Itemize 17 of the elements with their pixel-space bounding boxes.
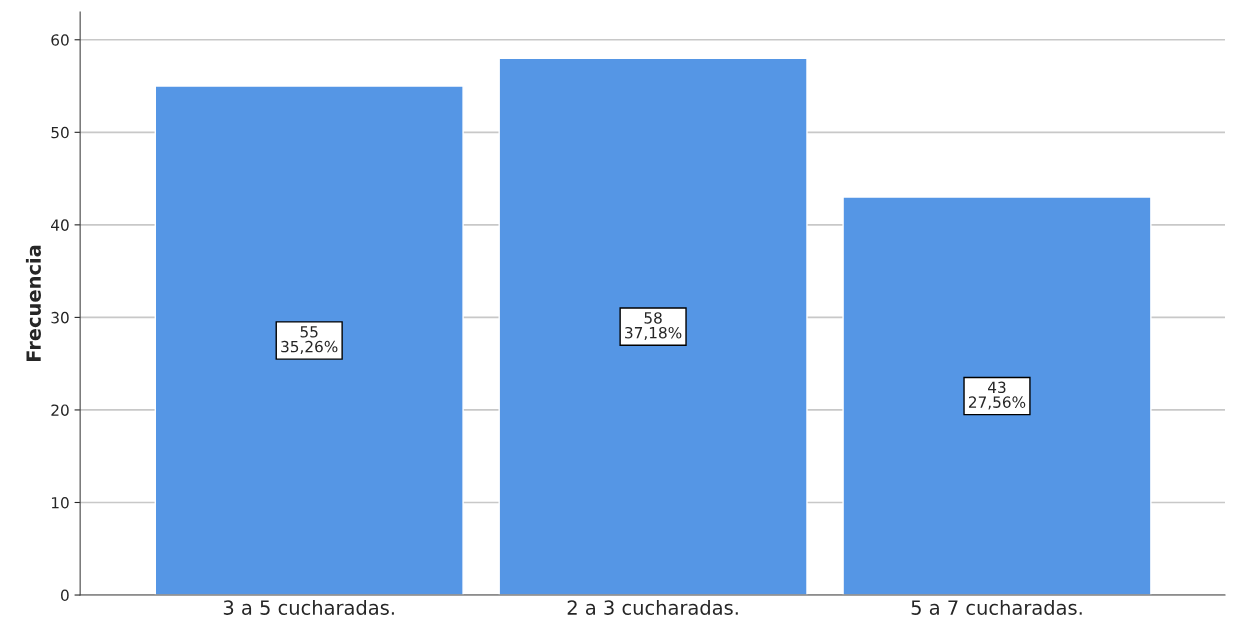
data-label: 43 27,56% [968, 381, 1026, 410]
data-label: 55 35,26% [281, 326, 338, 354]
bar [842, 196, 1152, 596]
bar [154, 85, 464, 596]
y-tick-label: 20 [51, 404, 69, 416]
data-label: 58 37,18% [625, 312, 682, 341]
x-tick-label: 2 a 3 cucharadas. [567, 599, 738, 615]
y-tick-label: 0 [61, 589, 69, 602]
y-tick-label: 30 [51, 311, 69, 324]
y-tick-label: 40 [51, 219, 69, 231]
x-tick-label: 5 a 7 cucharadas. [911, 599, 1082, 615]
y-tick-label: 50 [51, 126, 69, 139]
bar [498, 57, 808, 596]
y-axis-title: Frecuencia [25, 245, 41, 361]
y-tick-label: 10 [51, 496, 69, 509]
x-tick-label: 3 a 5 cucharadas. [223, 599, 394, 615]
y-tick-label: 60 [51, 34, 69, 46]
